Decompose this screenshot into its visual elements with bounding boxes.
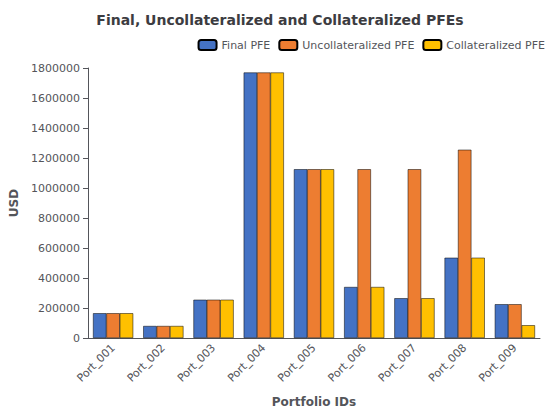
svg-text:600000: 600000 <box>38 242 80 255</box>
svg-text:Uncollateralized PFE: Uncollateralized PFE <box>302 39 414 52</box>
svg-text:Port_007: Port_007 <box>376 341 419 384</box>
svg-text:Final, Uncollateralized and Co: Final, Uncollateralized and Collateraliz… <box>96 12 463 28</box>
svg-text:1200000: 1200000 <box>31 152 80 165</box>
svg-text:0: 0 <box>73 332 80 345</box>
svg-text:Port_002: Port_002 <box>125 341 168 384</box>
svg-text:Port_004: Port_004 <box>225 341 268 384</box>
svg-text:Port_006: Port_006 <box>326 341 369 384</box>
svg-text:Port_005: Port_005 <box>275 341 318 384</box>
svg-text:Final PFE: Final PFE <box>222 39 271 52</box>
svg-text:USD: USD <box>7 189 21 217</box>
svg-text:1800000: 1800000 <box>31 62 80 75</box>
svg-text:400000: 400000 <box>38 272 80 285</box>
svg-text:1600000: 1600000 <box>31 92 80 105</box>
svg-text:800000: 800000 <box>38 212 80 225</box>
svg-text:Portfolio IDs: Portfolio IDs <box>272 395 356 409</box>
svg-text:Collateralized PFE: Collateralized PFE <box>446 39 545 52</box>
svg-text:200000: 200000 <box>38 302 80 315</box>
svg-text:1000000: 1000000 <box>31 182 80 195</box>
svg-text:Port_008: Port_008 <box>426 341 469 384</box>
svg-text:Port_009: Port_009 <box>476 341 519 384</box>
svg-text:1400000: 1400000 <box>31 122 80 135</box>
svg-text:Port_001: Port_001 <box>74 341 117 384</box>
svg-text:Port_003: Port_003 <box>175 341 218 384</box>
